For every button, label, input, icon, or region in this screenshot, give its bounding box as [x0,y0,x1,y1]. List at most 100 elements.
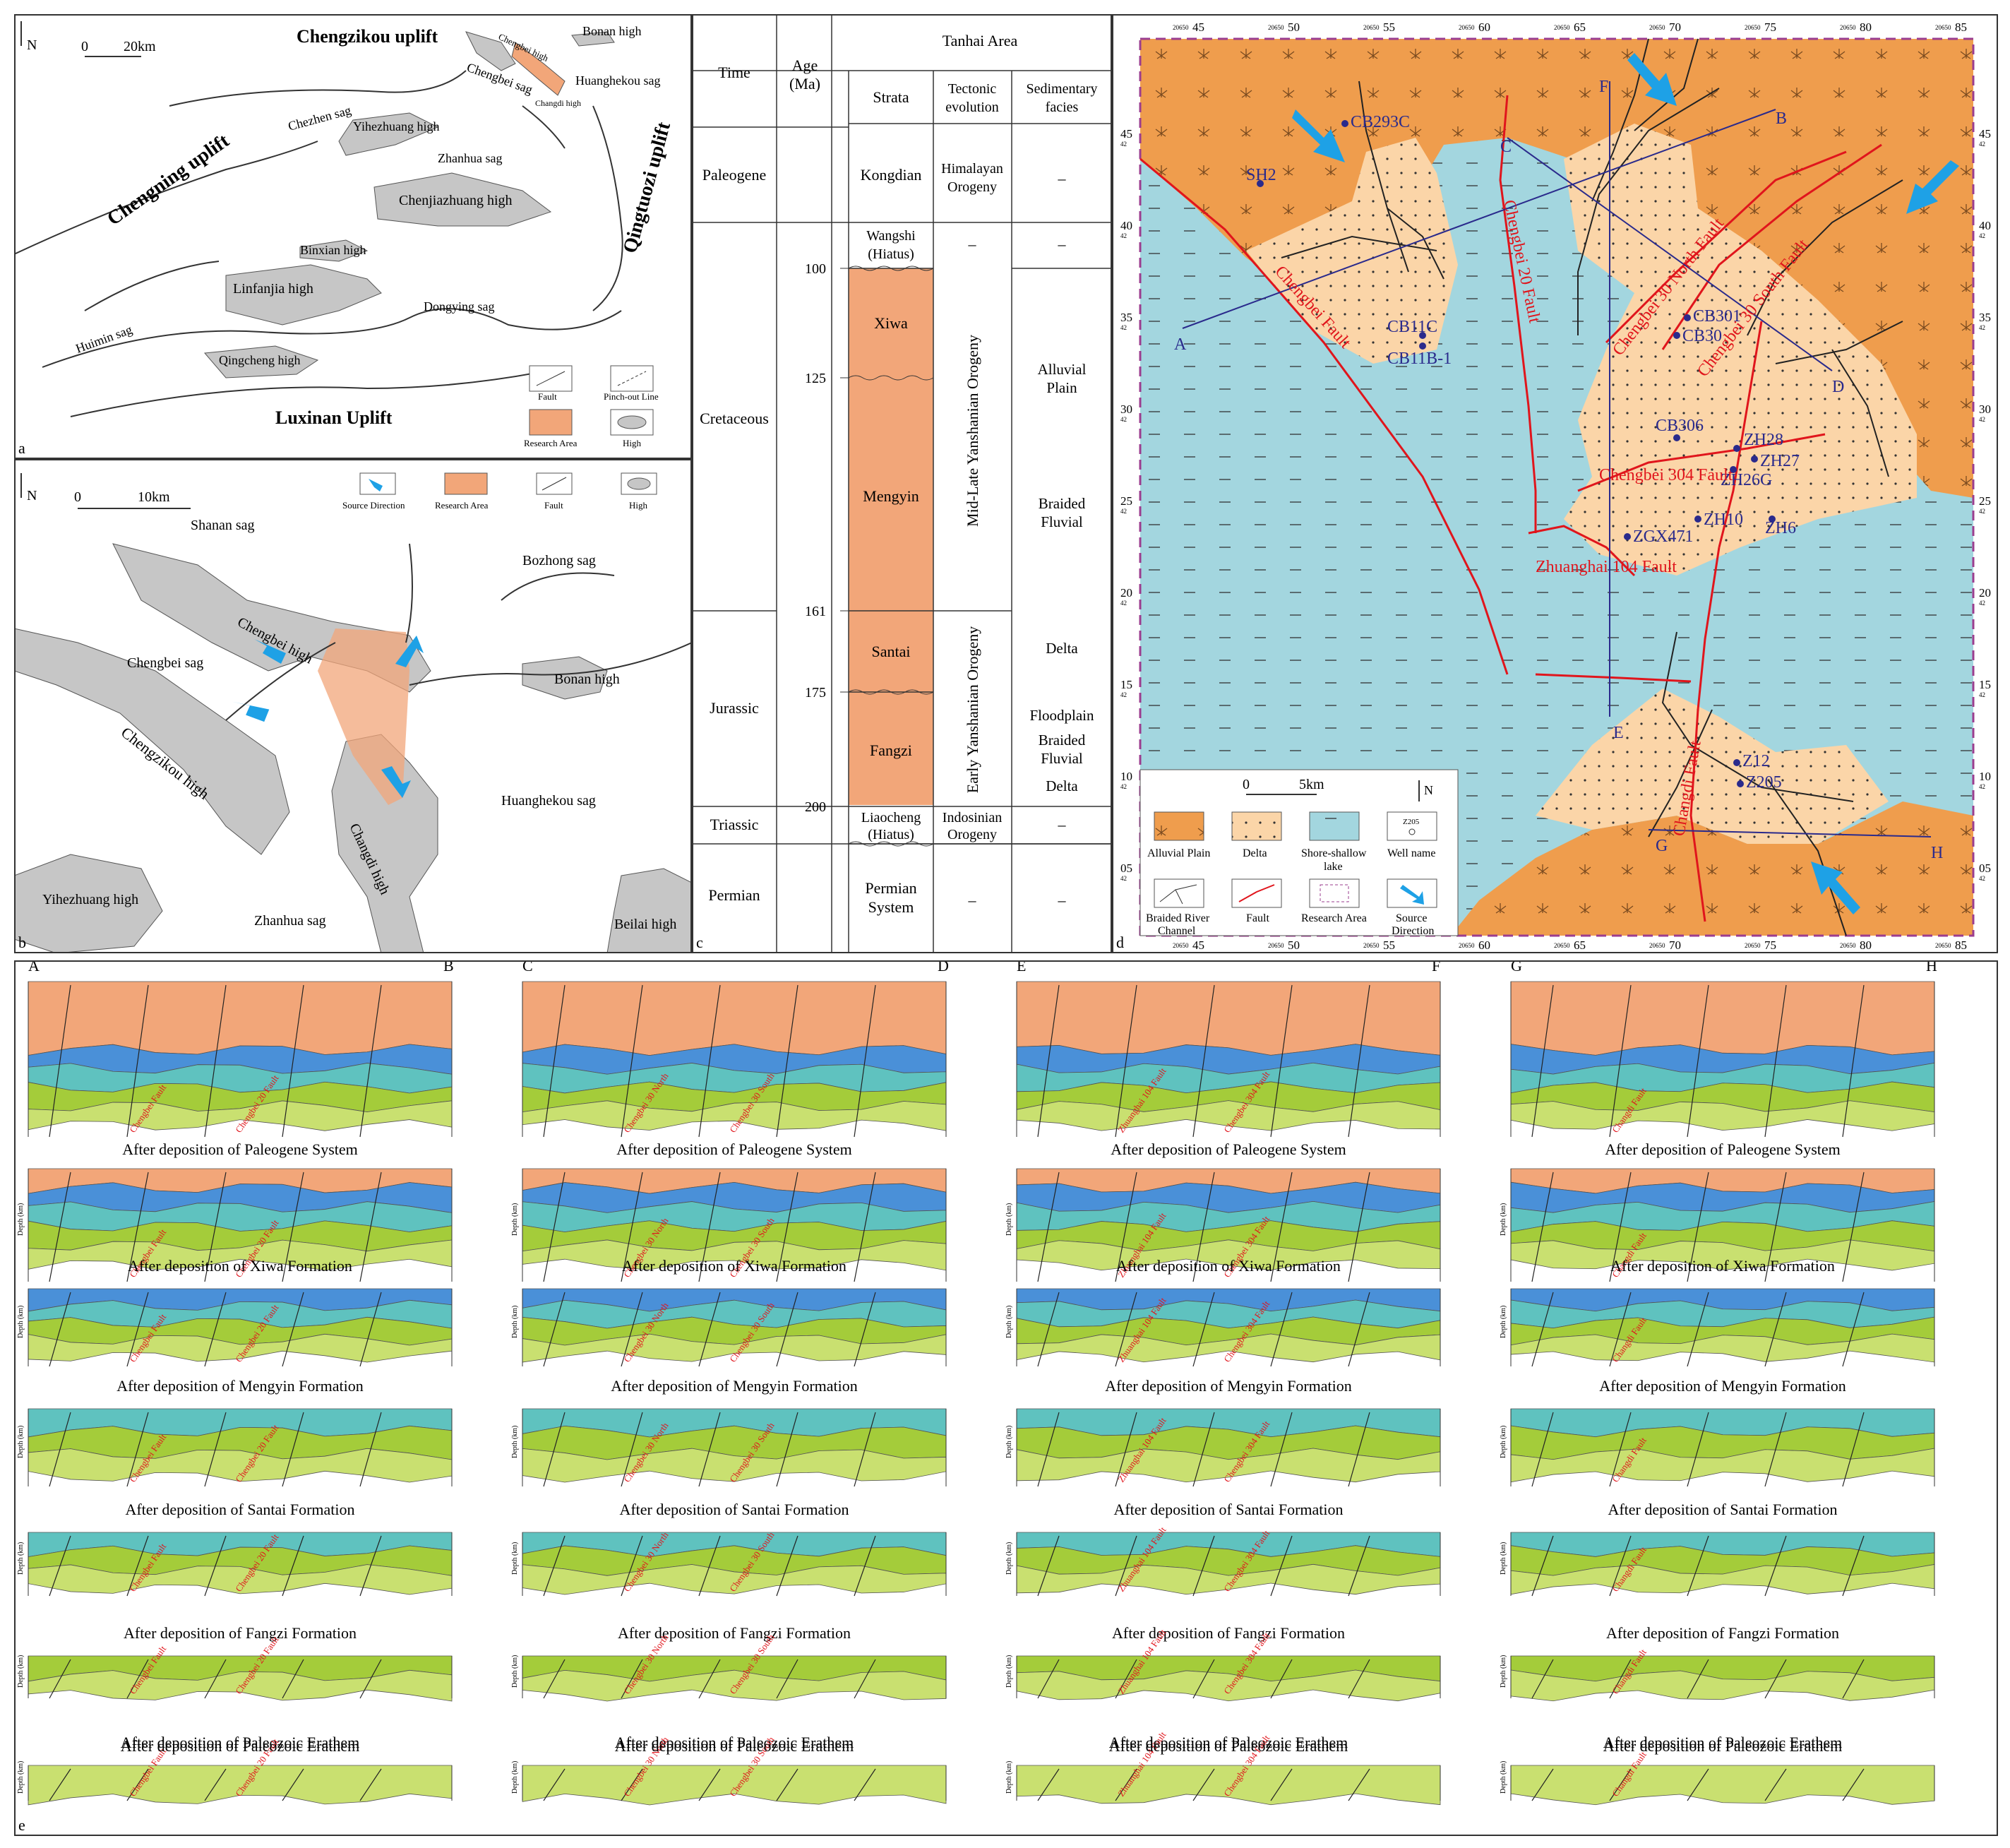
section-fault-line [621,1659,643,1699]
bottom-tick-label: 55 [1383,938,1395,952]
section-fault-line [776,1172,798,1282]
section-fault-line [1764,1172,1787,1282]
stage-title: After deposition of Xiwa Formation [1116,1257,1341,1275]
section-fault-line [1037,1412,1060,1487]
top-tick-prefix: 20650 [1459,24,1475,31]
section-fault-line [776,1535,798,1597]
right-tick-label: 10 [1979,770,1991,783]
left-tick-sub: 42 [1120,600,1127,607]
section-fault-line [854,1535,876,1597]
well-marker [1733,759,1740,766]
left-tick-sub: 42 [1120,508,1127,515]
depth-axis-label: Depth (km) [17,1203,25,1236]
well-marker [1751,455,1758,463]
section-line-cd [1507,137,1833,371]
yihezhuang-high-shape [338,112,439,156]
legend-fault-label-d: Fault [1246,912,1269,924]
stage-title: After deposition of Santai Formation [619,1501,849,1518]
section-fault-line [1192,1659,1215,1699]
facies-braided-4: Fluvial [1041,750,1083,767]
depth-axis-label: Depth (km) [511,1655,519,1688]
fault-line-b2 [405,543,413,643]
stage-title: After deposition of Paleozoic Erathem [1603,1734,1842,1751]
bottom-tick-label: 70 [1669,938,1681,952]
beilai-high-shape-b [606,868,693,954]
panel-c-stratigraphy-table: Time Age (Ma) Tanhai Area Strata Tectoni… [692,14,1112,953]
stage-title-paleozoic: After deposition of Paleozoic Erathem [1603,1737,1842,1755]
section-lines [1182,81,1932,837]
well-zh6: ZH6 [1765,519,1796,537]
well-cb306: CB306 [1656,417,1704,435]
section-fault-line [1270,1535,1293,1597]
bottom-tick-label: 50 [1288,938,1300,952]
section-fault-line [543,1412,566,1487]
section-fault-line [49,1535,71,1597]
unconformity-permian [848,841,934,847]
top-tick-prefix: 20650 [1268,24,1284,31]
source-direction-arrows-b [232,636,424,798]
left-tick-label: 45 [1120,127,1132,141]
header-tectonic-1: Tectonic [948,81,997,97]
scale-end-a: 20km [124,39,156,54]
section-fault-line [282,1172,304,1282]
section-fault-line [1192,1172,1215,1282]
yihezhuang-high-shape-b [13,854,163,954]
strata-layer [28,981,453,1056]
binxian-high-shape [299,239,369,262]
right-tick-label: 40 [1979,219,1991,232]
zhanhua-sag-label-a: Zhanhua sag [438,151,502,165]
section-fault-line [776,1292,798,1367]
section-fault-line [49,1292,71,1367]
chengbei-fault-line [1139,157,1509,675]
zh104-fault-line [1528,525,1636,577]
bottom-tick-prefix: 20650 [1268,942,1284,949]
section-fault-line [1270,1768,1293,1801]
cb30n-fault-line [1605,150,1847,344]
section-fault-line [359,1659,382,1699]
depth-axis-label: Depth (km) [1005,1306,1013,1338]
strata-santai: Santai [872,643,911,660]
section-fault-line [1348,1292,1370,1367]
depth-axis-label: Depth (km) [511,1426,519,1458]
strata-layer [28,1063,453,1094]
strata-layer [522,1669,947,1702]
fault-line-a3 [84,261,220,311]
section-fault-line [282,1412,304,1487]
legend-pinchout-label-a: Pinch-out Line [604,391,659,402]
depth-axis-label: Depth (km) [1005,1203,1013,1236]
depth-axis-label: Depth (km) [1500,1306,1507,1338]
well-marker [1673,332,1680,339]
section-fault-line [1115,1768,1137,1801]
left-tick-sub: 42 [1120,232,1127,239]
section-fault-line [776,1659,798,1699]
well-marker [1684,314,1691,321]
well-sh2: SH2 [1246,166,1276,184]
section-fault-line [1192,984,1215,1138]
section-letter-f: F [1599,78,1608,96]
legend-fault-line-b [542,477,567,491]
strata-layer [1510,981,1935,1056]
facies-alluvial-2: Plain [1046,379,1077,396]
source-arrow-icon-d3 [1906,160,1959,214]
section-fault-line [1192,1292,1215,1367]
section-fault-line [776,984,798,1138]
section-fault-line [1037,1768,1060,1801]
section-fault-line [854,1172,876,1282]
strata-kongdian: Kongdian [861,166,922,184]
section-fault-line [1687,984,1709,1138]
stage-title: After deposition of Mengyin Formation [116,1377,364,1395]
section-fault-line [1842,1292,1865,1367]
age-125: 125 [805,371,826,386]
right-tick-label: 25 [1979,494,1991,508]
section-fault-line [854,1292,876,1367]
top-tick-prefix: 20650 [1935,24,1951,31]
zhanhua-sag-label-b: Zhanhua sag [254,913,326,929]
section-fault-line [204,1659,227,1699]
header-age: Age [792,56,818,74]
section-fault-line [126,1172,149,1282]
unconformity-xiwa [848,266,934,271]
cross-section-cd: Chengbei 30 North Chengbei 30 SouthAfter … [511,957,949,1806]
section-fault-line [621,1768,643,1801]
fault-line-a2 [13,141,318,255]
huanghekou-sag-label-b: Huanghekou sag [501,793,596,809]
